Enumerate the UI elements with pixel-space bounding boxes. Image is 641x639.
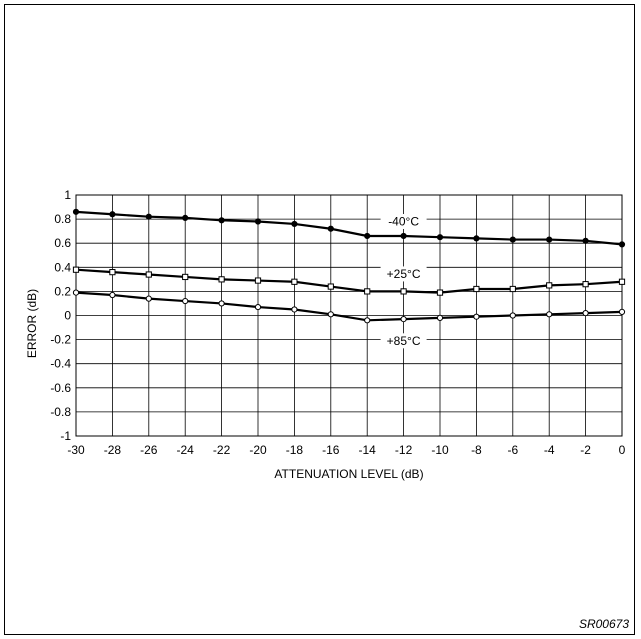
data-point xyxy=(109,211,116,218)
x-tick-label: -26 xyxy=(140,443,158,457)
figure-frame xyxy=(4,4,635,635)
figure-id-label: SR00673 xyxy=(578,617,629,631)
data-point xyxy=(109,291,116,299)
x-tick-label: -24 xyxy=(177,443,195,457)
y-tick-label: -0.2 xyxy=(50,333,71,347)
data-point xyxy=(473,235,480,242)
data-point xyxy=(546,282,553,289)
x-tick-label: -28 xyxy=(104,443,122,457)
series-label-box xyxy=(380,266,427,282)
data-point xyxy=(618,278,626,285)
data-point xyxy=(436,314,444,322)
x-tick-label: -20 xyxy=(249,443,267,457)
data-point xyxy=(473,313,480,320)
data-point xyxy=(72,289,80,296)
data-point xyxy=(546,311,553,318)
data-point xyxy=(72,266,80,273)
data-point xyxy=(145,213,152,220)
data-point xyxy=(509,285,516,293)
x-tick-label: -30 xyxy=(67,443,85,457)
y-axis-label: ERROR (dB) xyxy=(25,289,39,358)
series-label-box xyxy=(380,214,427,230)
data-point xyxy=(182,273,189,281)
data-point xyxy=(327,283,334,290)
x-axis-label: ATTENUATION LEVEL (dB) xyxy=(274,467,423,481)
data-point xyxy=(218,217,225,224)
data-point xyxy=(291,220,298,228)
series-label-40c: -40°C xyxy=(388,215,419,229)
x-tick-label: -18 xyxy=(286,443,304,457)
data-point xyxy=(291,306,298,313)
data-point xyxy=(72,208,80,215)
data-point xyxy=(436,289,444,296)
data-point xyxy=(291,278,298,285)
data-point xyxy=(182,214,189,221)
data-point xyxy=(364,232,371,240)
y-tick-label: -0.6 xyxy=(50,381,71,395)
y-tick-label: 0 xyxy=(64,309,71,323)
x-tick-label: -4 xyxy=(544,443,555,457)
data-point xyxy=(182,297,189,305)
y-tick-label: 0.2 xyxy=(54,284,71,298)
data-point xyxy=(218,300,225,307)
x-tick-label: -10 xyxy=(431,443,449,457)
data-point xyxy=(582,309,589,317)
x-tick-label: -22 xyxy=(213,443,231,457)
data-point xyxy=(509,236,516,243)
y-tick-label: -0.4 xyxy=(50,357,71,371)
data-point xyxy=(254,277,262,284)
series-label-85c: +85°C xyxy=(387,334,421,348)
data-point xyxy=(473,285,480,293)
y-tick-label: 0.8 xyxy=(54,212,71,226)
y-tick-label: 1 xyxy=(64,188,71,202)
y-tick-label: 0.4 xyxy=(54,260,71,274)
y-tick-label: 0.6 xyxy=(54,236,71,250)
data-point xyxy=(254,218,262,225)
data-point xyxy=(436,234,444,241)
data-point xyxy=(364,288,371,295)
x-tick-label: 0 xyxy=(619,443,626,457)
data-point xyxy=(218,276,225,283)
series-line-85c xyxy=(75,291,623,322)
data-point xyxy=(254,303,262,311)
data-point xyxy=(582,237,589,244)
data-point xyxy=(582,281,589,288)
series-label-25c: +25°C xyxy=(387,267,421,281)
x-tick-label: -6 xyxy=(507,443,518,457)
data-point xyxy=(327,311,334,318)
data-point xyxy=(109,269,116,276)
y-tick-label: -1 xyxy=(60,429,71,443)
y-tick-label: -0.8 xyxy=(50,405,71,419)
data-point xyxy=(364,317,371,324)
x-tick-label: -14 xyxy=(359,443,377,457)
data-point xyxy=(145,295,152,302)
data-point xyxy=(618,308,626,315)
series-line-25c xyxy=(75,268,623,294)
x-tick-label: -12 xyxy=(395,443,413,457)
series-line-40c xyxy=(75,210,623,246)
data-point xyxy=(509,312,516,319)
data-point xyxy=(327,225,334,232)
x-tick-label: -8 xyxy=(471,443,482,457)
series-label-box xyxy=(380,333,427,349)
data-point xyxy=(400,316,407,323)
plot-area-border xyxy=(75,194,623,437)
data-point xyxy=(145,271,152,278)
data-point xyxy=(400,232,407,240)
data-point xyxy=(618,241,626,248)
data-point xyxy=(400,288,407,295)
x-tick-label: -16 xyxy=(322,443,340,457)
x-tick-label: -2 xyxy=(580,443,591,457)
data-point xyxy=(546,236,553,243)
